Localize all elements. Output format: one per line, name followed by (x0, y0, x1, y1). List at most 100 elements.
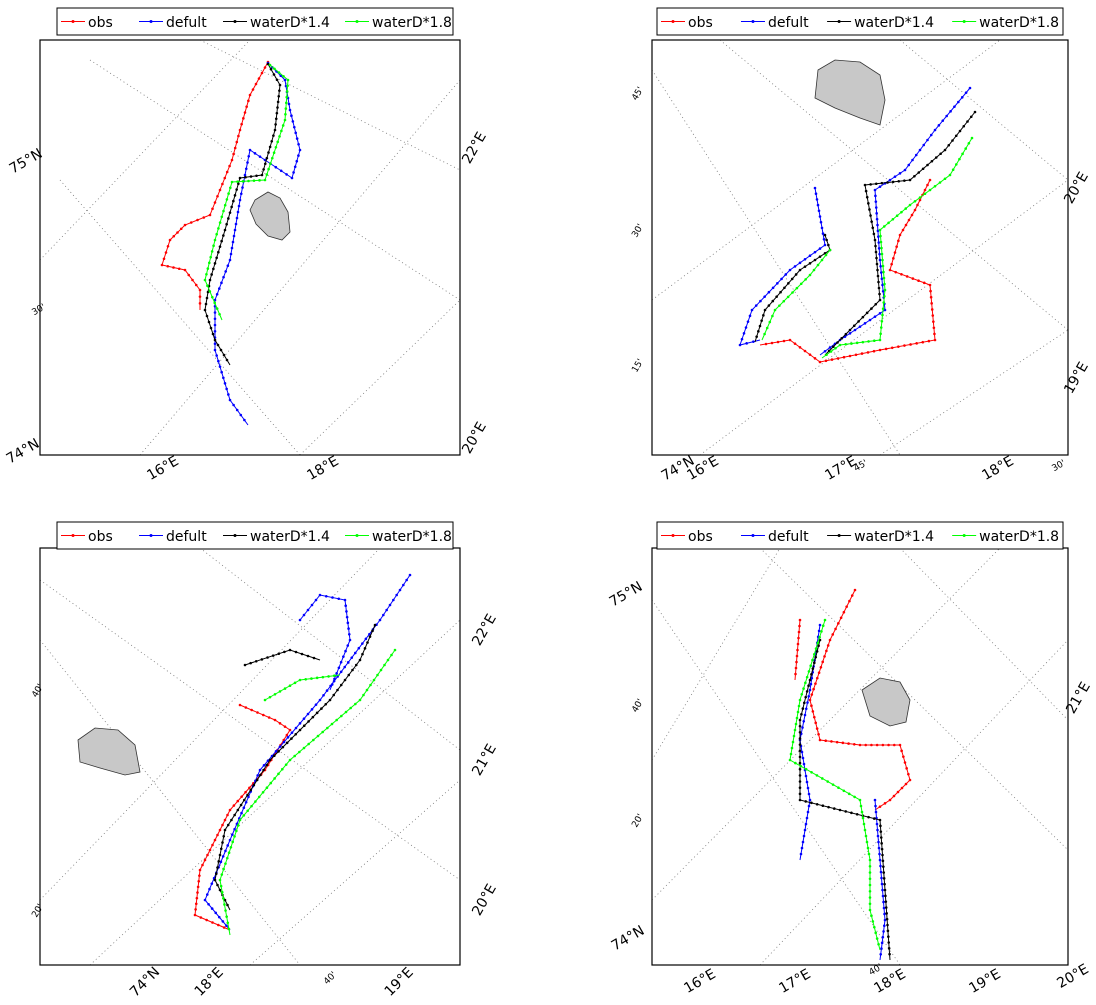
trajectory (754, 234, 831, 343)
trajectory-point (799, 764, 803, 768)
trajectory-point (818, 623, 822, 627)
trajectory-point (844, 342, 848, 346)
trajectory-point (217, 923, 220, 927)
graticule (59, 179, 301, 455)
trajectory-point (951, 139, 954, 142)
legend-label: waterD*1.4 (250, 15, 330, 31)
trajectory-point (388, 603, 392, 607)
trajectory-point (828, 638, 832, 642)
trajectory-point (880, 181, 884, 185)
map-area (40, 40, 460, 455)
trajectory-point (824, 739, 828, 743)
trajectory-point (763, 332, 766, 336)
trajectory-point (895, 214, 899, 218)
trajectory-point (234, 222, 238, 226)
trajectory-point (265, 763, 269, 767)
trajectory-point (882, 301, 886, 304)
graticule (899, 548, 1068, 721)
trajectory-point (244, 706, 248, 709)
trajectory-point (927, 339, 931, 343)
trajectory-point (233, 813, 236, 817)
trajectory-point (760, 319, 763, 322)
trajectory-point (806, 810, 810, 814)
trajectory-point (862, 822, 866, 826)
trajectory-point (850, 342, 853, 345)
trajectory-point (209, 255, 213, 259)
trajectory-point (255, 174, 258, 178)
trajectory-point (767, 290, 771, 294)
trajectory-point (402, 583, 405, 587)
trajectory-point (791, 740, 795, 744)
trajectory-point (198, 874, 201, 877)
trajectory-point (347, 632, 351, 636)
trajectory-point (879, 952, 883, 956)
trajectory (214, 624, 376, 911)
trajectory-point (247, 795, 250, 799)
trajectory-point (857, 320, 860, 323)
trajectory-point (855, 341, 859, 345)
trajectory-point (230, 205, 233, 209)
trajectory-point (213, 317, 217, 321)
trajectory-point (918, 198, 922, 202)
trajectory-point (821, 777, 824, 780)
trajectory-point (848, 332, 852, 335)
trajectory-point (814, 647, 818, 650)
trajectory-point (215, 307, 219, 310)
trajectory-point (344, 604, 348, 608)
trajectory-point (283, 725, 287, 728)
legend-marker (355, 534, 359, 537)
trajectory-point (333, 677, 336, 681)
trajectory-point (818, 360, 822, 364)
trajectory-point (262, 168, 265, 171)
trajectory-point (243, 418, 246, 422)
trajectory-point (212, 244, 215, 248)
legend-label: obs (688, 15, 713, 31)
trajectory-point (926, 163, 929, 167)
trajectory-point (272, 73, 276, 76)
trajectory-point (802, 762, 806, 766)
trajectory-point (254, 659, 258, 663)
trajectory-point (968, 86, 972, 90)
trajectory-point (878, 312, 882, 315)
trajectory-point (882, 900, 885, 904)
trajectory-point (292, 125, 296, 129)
trajectory (264, 674, 341, 701)
trajectory-point (878, 805, 882, 808)
trajectory-point (275, 78, 279, 82)
trajectory-point (166, 264, 170, 268)
trajectory-point (242, 814, 246, 817)
legend-marker (962, 20, 966, 23)
trajectory-point (798, 743, 802, 746)
trajectory-point (872, 339, 876, 343)
trajectory-point (365, 688, 369, 692)
trajectory-point (871, 226, 875, 230)
trajectory-point (288, 684, 292, 688)
trajectory-point (840, 337, 843, 340)
trajectory-point (815, 676, 819, 680)
trajectory-point (873, 188, 877, 192)
trajectory-point (277, 750, 280, 753)
trajectory-point (218, 221, 222, 224)
trajectory-point (868, 889, 872, 893)
legend-marker (233, 20, 237, 23)
trajectory-point (267, 167, 270, 171)
trajectory-point (224, 849, 227, 853)
trajectory-point (815, 727, 819, 730)
trajectory-point (288, 758, 292, 762)
trajectory-point (343, 598, 347, 602)
trajectory-point (798, 698, 802, 702)
trajectory-point (339, 670, 343, 674)
trajectory-point (260, 71, 264, 75)
trajectory-point (782, 299, 786, 303)
trajectory-point (934, 156, 938, 159)
trajectory-point (273, 67, 276, 71)
trajectory-point (800, 692, 804, 696)
trajectory-point (330, 722, 334, 726)
trajectory-point (836, 341, 839, 344)
trajectory-point (803, 828, 807, 832)
trajectory-point (164, 251, 168, 254)
trajectory-point (228, 258, 232, 262)
trajectory-point (893, 175, 897, 178)
trajectory-point (302, 717, 306, 720)
trajectory-point (255, 778, 259, 782)
